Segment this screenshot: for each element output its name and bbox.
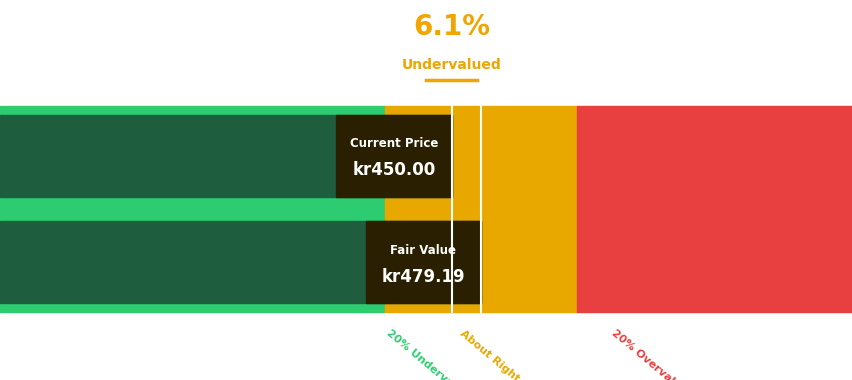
- Text: Fair Value: Fair Value: [390, 244, 456, 256]
- Text: About Right: About Right: [458, 328, 521, 380]
- Bar: [384, 106, 577, 312]
- Bar: [0, 106, 384, 312]
- Text: Undervalued: Undervalued: [401, 57, 501, 71]
- Bar: [366, 221, 481, 303]
- Bar: [0, 115, 451, 197]
- Text: 6.1%: 6.1%: [412, 13, 490, 41]
- Text: Current Price: Current Price: [349, 137, 438, 150]
- Text: kr450.00: kr450.00: [352, 161, 435, 179]
- Text: kr479.19: kr479.19: [381, 268, 464, 286]
- Bar: [0, 221, 481, 303]
- Bar: [336, 115, 451, 197]
- Bar: [577, 106, 852, 312]
- Text: 20% Undervalued: 20% Undervalued: [384, 328, 475, 380]
- Text: 20% Overvalued: 20% Overvalued: [609, 328, 694, 380]
